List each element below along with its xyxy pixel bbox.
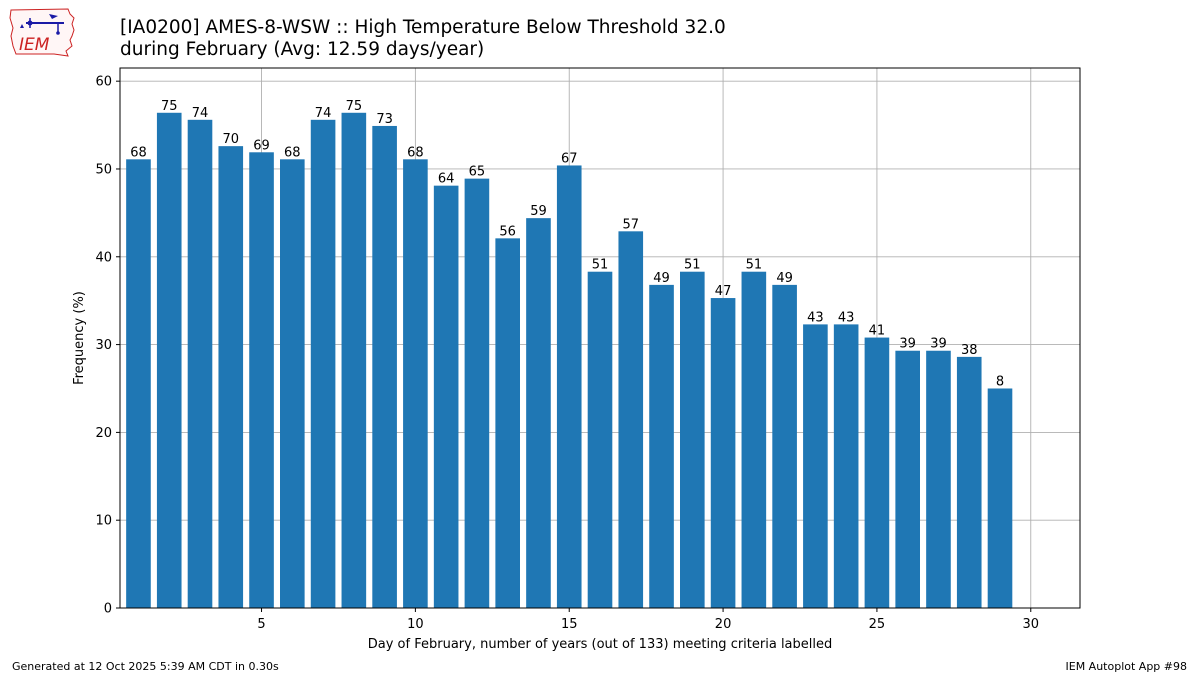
bar-value-labels: 68 75 74 70 69 68 74 75 73 68 64 65 56 59 67 51 57 49 51 47…: [130, 99, 1004, 390]
bar-label-day-14: 59: [530, 204, 547, 219]
bar-day-22: [772, 284, 797, 608]
x-tick-label: 30: [1022, 617, 1039, 632]
y-tick-label: 20: [95, 426, 112, 441]
bar-label-day-21: 51: [746, 258, 763, 273]
y-tick-label: 10: [95, 514, 112, 529]
bar-label-day-7: 74: [315, 106, 332, 121]
bar-label-day-10: 68: [407, 145, 424, 160]
svg-text:IEM: IEM: [19, 35, 50, 55]
bar-day-29: [987, 388, 1013, 608]
x-tick-label: 10: [407, 617, 424, 632]
bar-day-26: [895, 350, 920, 608]
bar-day-13: [495, 238, 520, 608]
bar-label-day-27: 39: [930, 337, 947, 352]
bar-day-1: [126, 159, 151, 608]
bar-label-day-16: 51: [592, 258, 609, 273]
plot-frame: [119, 67, 1081, 609]
bar-day-17: [618, 231, 644, 608]
bar-day-9: [372, 125, 397, 608]
x-axis-label: Day of February, number of years (out of…: [368, 637, 833, 652]
bar-day-20: [710, 298, 736, 608]
bar-day-8: [341, 112, 367, 608]
iem-logo: IEM: [8, 6, 80, 58]
bar-day-16: [587, 271, 613, 608]
y-tick-label: 30: [95, 338, 112, 353]
y-axis-label: Frequency (%): [72, 291, 87, 385]
bar-label-day-18: 49: [653, 271, 670, 286]
bar-label-day-15: 67: [561, 151, 578, 166]
bar-label-day-1: 68: [130, 145, 147, 160]
bar-day-24: [833, 324, 859, 608]
bar-day-3: [187, 119, 213, 609]
bar-label-day-25: 41: [869, 324, 886, 339]
chart-title-line-2: during February (Avg: 12.59 days/year): [120, 39, 485, 60]
bar-label-day-17: 57: [622, 217, 639, 232]
bar-day-2: [156, 112, 182, 608]
bar-day-28: [956, 356, 982, 608]
bar-label-day-29: 8: [996, 374, 1004, 389]
bar-day-7: [310, 119, 336, 609]
bar-label-day-8: 75: [346, 99, 363, 114]
bar-day-5: [249, 152, 274, 609]
bar-label-day-13: 56: [499, 224, 516, 239]
bar-label-day-26: 39: [899, 337, 916, 352]
bar-day-18: [649, 284, 674, 608]
bar-label-day-24: 43: [838, 310, 855, 325]
bar-label-day-9: 73: [376, 112, 393, 127]
axis-ticks: 5 10 15 20 25 30 0 10 20 30 40 50 60: [95, 75, 1039, 632]
bar-day-12: [464, 178, 490, 608]
bar-label-day-2: 75: [161, 99, 178, 114]
chart-title: [IA0200] AMES-8-WSW :: High Temperature …: [120, 17, 726, 61]
bar-day-10: [403, 159, 428, 608]
bar-day-6: [280, 159, 305, 608]
bar-day-25: [864, 337, 890, 608]
bar-label-day-22: 49: [776, 271, 793, 286]
bar-day-27: [926, 350, 951, 608]
x-tick-label: 20: [715, 617, 732, 632]
bar-label-day-19: 51: [684, 258, 701, 273]
bar-label-day-5: 69: [253, 138, 270, 153]
y-tick-label: 60: [95, 75, 112, 90]
bar-label-day-11: 64: [438, 172, 455, 187]
generated-timestamp: Generated at 12 Oct 2025 5:39 AM CDT in …: [12, 660, 279, 673]
bar-label-day-20: 47: [715, 284, 732, 299]
bar-label-day-28: 38: [961, 343, 978, 358]
bar-day-11: [433, 185, 459, 608]
bar-day-14: [526, 218, 551, 608]
bar-label-day-4: 70: [222, 132, 239, 147]
bar-day-23: [803, 324, 828, 608]
x-tick-label: 5: [257, 617, 265, 632]
chart-title-line-1: [IA0200] AMES-8-WSW :: High Temperature …: [120, 17, 726, 38]
bar-label-day-12: 65: [469, 165, 486, 180]
bar-label-day-23: 43: [807, 310, 824, 325]
bar-day-19: [680, 271, 705, 608]
x-tick-label: 15: [561, 617, 578, 632]
bar-label-day-6: 68: [284, 145, 301, 160]
bar-day-15: [556, 165, 582, 608]
y-tick-label: 40: [95, 250, 112, 265]
bar-label-day-3: 74: [192, 106, 209, 121]
y-tick-label: 50: [95, 162, 112, 177]
app-credit: IEM Autoplot App #98: [1065, 660, 1188, 673]
bar-day-21: [741, 271, 767, 608]
x-tick-label: 25: [869, 617, 886, 632]
bars: [126, 112, 1013, 609]
bar-day-4: [218, 146, 244, 608]
y-tick-label: 0: [104, 602, 112, 617]
